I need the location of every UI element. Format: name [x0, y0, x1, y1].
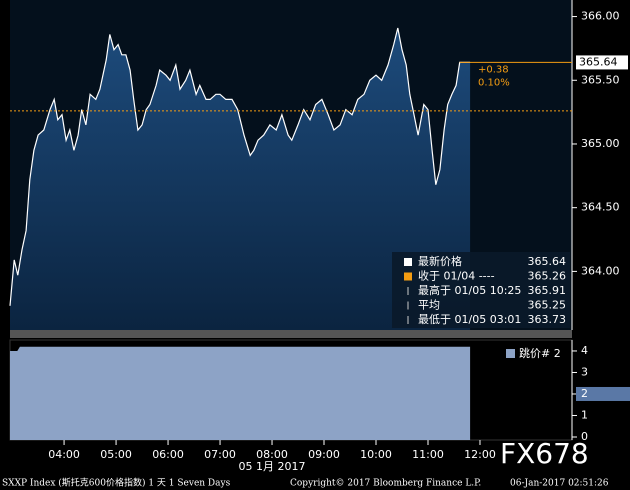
y-tick-label: 4	[581, 344, 588, 357]
x-tick-label: 11:00	[412, 448, 444, 461]
last-value-label: 2	[581, 387, 588, 400]
y-tick-label: 1	[581, 408, 588, 421]
legend-swatch	[404, 272, 412, 281]
x-date-label: 05 1月 2017	[239, 460, 306, 473]
area	[10, 346, 471, 440]
legend-value: 363.73	[528, 313, 567, 326]
legend-swatch	[404, 258, 412, 266]
y-tick-label: 365.00	[581, 137, 620, 150]
legend-label: 平均	[418, 299, 440, 312]
last-value-box	[576, 386, 630, 401]
x-tick-label: 07:00	[204, 448, 236, 461]
legend-value: 365.91	[528, 284, 567, 297]
x-tick-label: 05:00	[100, 448, 132, 461]
panel-separator	[10, 330, 572, 338]
x-tick-label: 04:00	[48, 448, 80, 461]
x-tick-label: 06:00	[152, 448, 184, 461]
footer-left: SXXP Index (斯托克600价格指数) 1 天 1 Seven Days	[2, 477, 231, 489]
legend-value: 365.64	[528, 255, 567, 268]
y-tick-label: 366.00	[581, 10, 620, 23]
change-label: +0.38	[478, 64, 509, 75]
footer-middle: Copyright© 2017 Bloomberg Finance L.P.	[290, 479, 481, 489]
y-tick-label: 364.00	[581, 264, 620, 277]
change-pct-label: 0.10%	[478, 77, 510, 88]
y-tick-label: 365.50	[581, 73, 620, 86]
x-tick-label: 09:00	[308, 448, 340, 461]
last-price-label: 365.64	[579, 55, 618, 68]
watermark: FX678	[500, 437, 589, 470]
x-tick-label: 10:00	[360, 448, 392, 461]
legend-label: 收于 01/04 ----	[418, 269, 495, 283]
legend-label: 跳价# 2	[519, 346, 561, 360]
x-tick-label: 08:00	[256, 448, 288, 461]
footer-right: 06-Jan-2017 02:51:26	[510, 479, 609, 489]
legend-box	[392, 252, 570, 328]
x-tick-label: 12:00	[464, 448, 496, 461]
area	[10, 28, 471, 330]
legend-label: 最新价格	[418, 254, 462, 268]
legend-value: 365.26	[528, 270, 567, 283]
legend-value: 365.25	[528, 299, 567, 312]
legend-label: 最低于 01/05 03:01	[418, 313, 521, 326]
legend-label: 最高于 01/05 10:25	[418, 283, 521, 297]
legend-swatch	[506, 349, 515, 358]
y-tick-label: 364.50	[581, 201, 620, 214]
y-tick-label: 0	[581, 430, 588, 443]
last-price-box	[576, 55, 628, 70]
y-tick-label: 3	[581, 365, 588, 378]
price-line	[9, 27, 471, 306]
